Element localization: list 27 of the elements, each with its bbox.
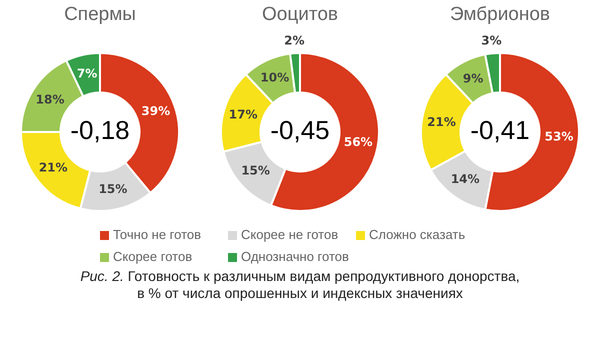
legend-label: Точно не готов [113, 226, 202, 244]
legend-label: Скорее не готов [241, 226, 338, 244]
data-label: 21% [427, 114, 456, 129]
legend-label: Скорее готов [113, 248, 192, 266]
chart-title: Ооцитов [261, 3, 339, 27]
text: -0,41 [470, 115, 530, 146]
text: -0,45 [270, 115, 330, 146]
data-label: 39% [141, 104, 170, 118]
data-label: 15% [98, 182, 128, 196]
data-label: 10% [260, 70, 290, 85]
data-label: 56% [344, 135, 373, 150]
data-label: 3% [481, 34, 502, 48]
text: Рис. 2. Готовность к различным видам репродуктивного донорства, в % от числа опрошенных и индексных значениях [79, 268, 521, 302]
data-label: 17% [228, 108, 258, 122]
data-label: 9% [462, 71, 484, 86]
data-label: 21% [38, 160, 68, 174]
legend-label: Однозначно готов [241, 248, 349, 266]
chart-title: Эмбрионов [448, 3, 552, 27]
data-label: 7% [76, 66, 98, 80]
data-label: 53% [544, 130, 574, 144]
text: -0,18 [70, 115, 130, 146]
legend-label: Сложно сказать [369, 226, 466, 244]
data-label: 15% [241, 163, 270, 178]
data-label: 14% [450, 172, 480, 186]
data-label: 18% [36, 92, 64, 106]
chart-title: Спермы [63, 3, 137, 27]
data-label: 2% [284, 33, 304, 48]
